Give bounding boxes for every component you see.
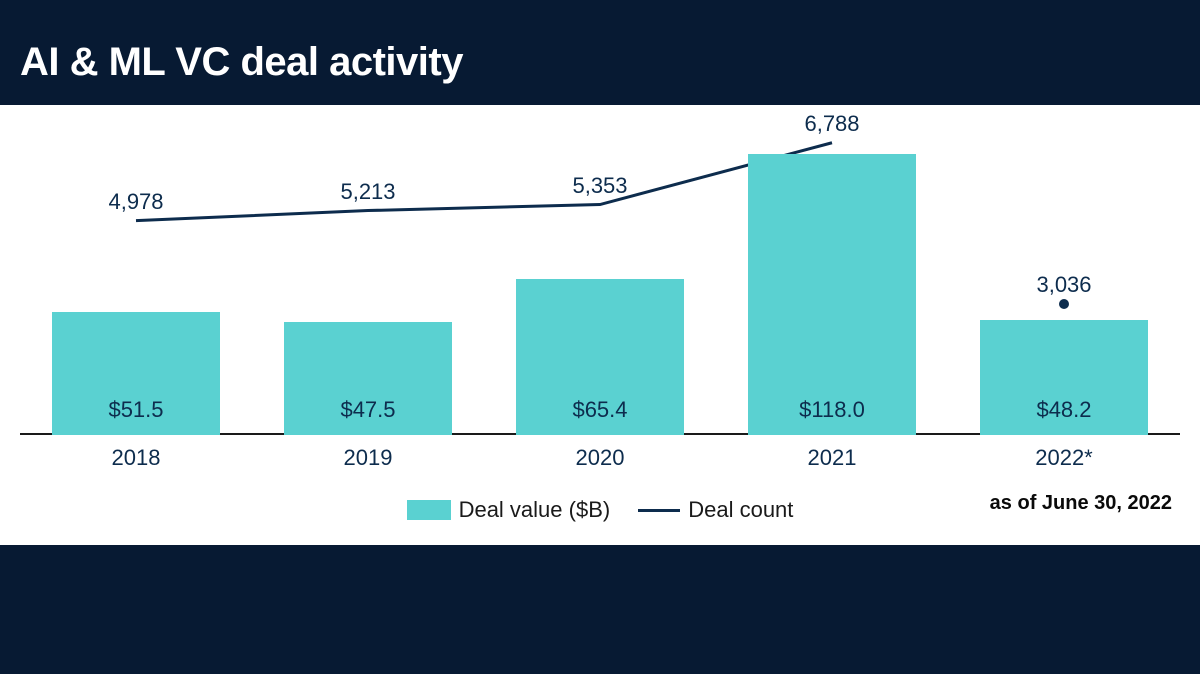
- line-swatch: [638, 509, 680, 512]
- plot-region: $51.54,978$47.55,213$65.45,353$118.06,78…: [20, 125, 1180, 435]
- line-value-label: 3,036: [1036, 272, 1091, 298]
- legend-bar-label: Deal value ($B): [459, 497, 611, 523]
- line-value-label: 4,978: [108, 189, 163, 215]
- chart-title: AI & ML VC deal activity: [20, 40, 1180, 85]
- bar: $47.5: [284, 322, 451, 435]
- bar-value-label: $65.4: [516, 397, 683, 423]
- bar-value-label: $51.5: [52, 397, 219, 423]
- line-dot: [1059, 299, 1069, 309]
- line-value-label: 5,213: [340, 179, 395, 205]
- legend-item-line: Deal count: [638, 497, 793, 523]
- header: AI & ML VC deal activity: [0, 0, 1200, 105]
- bar-value-label: $118.0: [748, 397, 915, 423]
- bar: $51.5: [52, 312, 219, 435]
- bar: $65.4: [516, 279, 683, 435]
- x-axis-labels: 2018 2019 2020 2021 2022*: [20, 445, 1180, 475]
- bar: $118.0: [748, 154, 915, 435]
- bar-value-label: $47.5: [284, 397, 451, 423]
- x-axis-label: 2021: [808, 445, 857, 471]
- x-axis-label: 2019: [344, 445, 393, 471]
- line-path: [136, 143, 832, 221]
- x-axis-label: 2018: [112, 445, 161, 471]
- bar: $48.2: [980, 320, 1147, 435]
- line-value-label: 5,353: [572, 173, 627, 199]
- x-axis-label: 2022*: [1035, 445, 1093, 471]
- bar-value-label: $48.2: [980, 397, 1147, 423]
- legend-item-bar: Deal value ($B): [407, 497, 611, 523]
- chart-note: as of June 30, 2022: [990, 492, 1172, 515]
- bar-swatch: [407, 500, 451, 520]
- line-value-label: 6,788: [804, 111, 859, 137]
- chart-area: $51.5 4,978 $47.5 5,213 $65.4 5,353 $118.0 6,78…: [0, 105, 1200, 545]
- legend-line-label: Deal count: [688, 497, 793, 523]
- x-axis-label: 2020: [576, 445, 625, 471]
